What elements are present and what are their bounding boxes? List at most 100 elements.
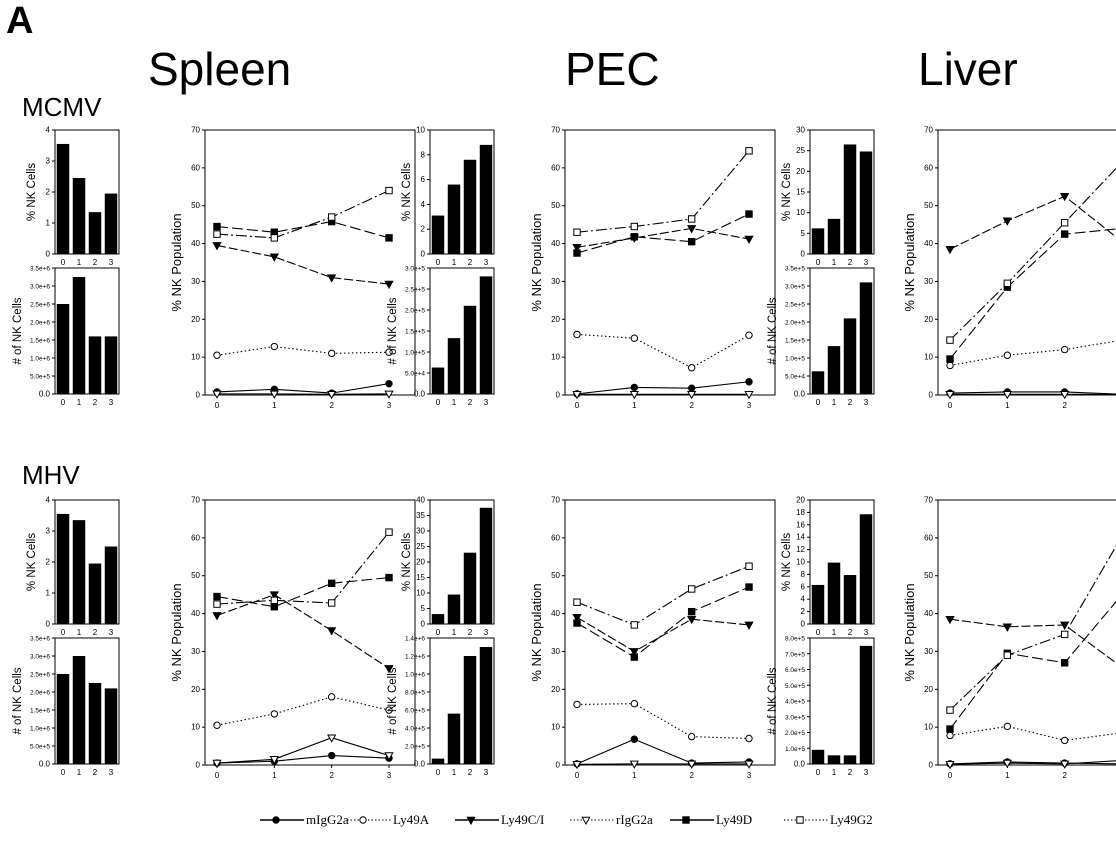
mcmv-spleen-pop-series-ly49g2 <box>216 190 390 239</box>
mcmv-pec-num-xtick-label: 0 <box>436 398 441 407</box>
mcmv-pec-pop-point <box>745 147 753 155</box>
mcmv-spleen-num-frame <box>54 267 120 395</box>
mcmv-pec-pop-ytick-label: 30 <box>551 277 560 286</box>
mcmv-spleen-pct-xtick-label: 3 <box>109 258 114 267</box>
mhv-spleen-pop-ytick-label: 40 <box>191 609 200 618</box>
mcmv-pec-pop-point <box>629 390 639 400</box>
mhv-spleen-num-ytick-label: 5.0e+5 <box>30 744 50 751</box>
mcmv-pec-num-xtick-label: 3 <box>484 398 489 407</box>
mcmv-spleen-pct-ytick-label: 3 <box>46 157 51 166</box>
legend-label: rIgG2a <box>616 812 653 827</box>
mhv-pec-pct-bar <box>431 614 445 624</box>
mhv-liver-pct-ytick-label: 10 <box>796 558 805 567</box>
mhv-liver-pop-point <box>945 615 955 625</box>
mcmv-pec-num-ytick-label: 1.5e+5 <box>405 329 425 336</box>
mcmv-spleen-pct-xtick-label: 1 <box>77 258 82 267</box>
mhv-liver-num-ytick-label: 7.0e+5 <box>785 651 805 658</box>
mcmv-liver-num-ytick-label: 3.5e+5 <box>785 266 805 273</box>
mcmv-liver-pop-ylabel: % NK Population <box>902 213 917 311</box>
mcmv-liver-num-ylabel: # of NK Cells <box>767 297 779 364</box>
mcmv-spleen-pct-bar <box>88 212 102 254</box>
mhv-liver-pct-bar <box>859 514 873 624</box>
legend-marker <box>272 816 280 824</box>
mhv-liver-pct-ytick-label: 6 <box>801 582 806 591</box>
mhv-pec-pct-bar <box>463 552 477 624</box>
mcmv-spleen-pop-xtick-label: 0 <box>215 401 220 410</box>
mcmv-spleen-pop-point <box>385 234 393 242</box>
mhv-pec-num-xtick-label: 0 <box>436 768 441 777</box>
mcmv-pec-pct-ytick-label: 2 <box>421 225 426 234</box>
mcmv-spleen-pop-point <box>269 390 279 399</box>
mhv-pec-pop-frame <box>564 499 776 766</box>
mhv-spleen-pct-xtick-label: 2 <box>93 628 98 637</box>
mcmv-liver-pop-xtick-label: 1 <box>1005 401 1010 410</box>
mhv-pec-num-ytick-label: 2.0e+5 <box>405 744 425 751</box>
mcmv-pec-pop-ylabel: % NK Population <box>529 213 544 311</box>
mhv-spleen-pop-frame <box>204 499 416 766</box>
mhv-spleen-pop-chart: 0 10 20 30 40 50 60 70 % NK Population 0 1 2 3 <box>169 496 416 780</box>
mhv-pec-pop-point <box>629 648 639 657</box>
mcmv-liver-num-bar <box>843 318 857 394</box>
mhv-liver-pop-ytick-label: 60 <box>924 533 933 542</box>
mhv-pec-pop-point <box>745 562 753 570</box>
mcmv-liver-pop-point <box>1060 192 1070 202</box>
mcmv-pec-num-bar <box>431 367 445 394</box>
mcmv-liver-num-frame <box>809 267 875 395</box>
mhv-pec-pop-point <box>629 760 639 769</box>
mcmv-pec-pop-ytick-label: 50 <box>551 201 560 210</box>
mhv-spleen-num-ylabel: # of NK Cells <box>12 667 24 734</box>
mhv-spleen-num-xtick-label: 0 <box>61 768 66 777</box>
mhv-pec-pop-point <box>745 583 753 591</box>
mcmv-pec-pop-ytick-label: 20 <box>551 315 560 324</box>
mcmv-spleen-num-ytick-label: 2.0e+6 <box>30 320 50 327</box>
mhv-liver-pop-xtick-label: 1 <box>1005 771 1010 780</box>
mcmv-pec-pop-point <box>744 390 754 400</box>
row-label-mcmv: MCMV <box>22 92 102 122</box>
mcmv-pec-pop-point <box>687 390 697 400</box>
mhv-liver-pct-xtick-label: 3 <box>864 628 869 637</box>
mhv-liver-pct-ytick-label: 20 <box>796 496 805 505</box>
legend-label: Ly49A <box>393 812 430 827</box>
mhv-spleen-pop-series-rigg2a <box>216 737 390 764</box>
mhv-liver-pop-series-ly49a <box>949 725 1116 741</box>
mcmv-spleen-num-bar <box>88 336 102 394</box>
legend-label: Ly49C/I <box>501 812 545 827</box>
mhv-liver-pop-ytick-label: 20 <box>924 685 933 694</box>
mhv-liver-pop-ytick-label: 50 <box>924 571 933 580</box>
mcmv-spleen-num-xtick-label: 2 <box>93 398 98 407</box>
mhv-spleen-num-xtick-label: 3 <box>109 768 114 777</box>
mhv-spleen-pop-series-migg2a <box>216 754 390 764</box>
mhv-pec-num-bar <box>447 713 461 764</box>
mcmv-spleen-pop-point <box>327 213 336 221</box>
mhv-spleen-pct-ytick-label: 4 <box>46 496 51 505</box>
mhv-pec-pct-xtick-label: 1 <box>452 628 457 637</box>
mcmv-pec-num-chart: 0.0 5.0e+4 1.0e+5 1.5e+5 2.0e+5 2.5e+5 3.0e+5 #… <box>387 266 495 407</box>
mcmv-pec-pop-point <box>687 384 696 392</box>
mhv-spleen-pop-point <box>212 612 222 621</box>
mhv-spleen-pct-ytick-label: 0 <box>46 620 51 629</box>
mcmv-liver-num-bar <box>827 346 841 394</box>
mcmv-liver-pop-point <box>946 336 954 344</box>
mhv-spleen-num-xtick-label: 2 <box>93 768 98 777</box>
mcmv-spleen-pop-point <box>212 390 222 399</box>
mcmv-liver-num-bar <box>859 282 873 394</box>
mcmv-pec-pct-frame <box>429 129 495 255</box>
mhv-pec-pop-point <box>573 700 581 709</box>
mcmv-liver-pct-ytick-label: 20 <box>796 167 805 176</box>
mcmv-pec-pct-bar <box>431 215 445 254</box>
mcmv-pec-num-bar <box>479 276 493 394</box>
mcmv-pec-num-ytick-label: 2.5e+5 <box>405 287 425 294</box>
mcmv-pec-num-ytick-label: 0.0 <box>414 390 426 399</box>
mhv-liver-pop-ytick-label: 70 <box>924 496 933 505</box>
mhv-spleen-pct-bar <box>104 546 118 624</box>
mhv-liver-pct-ytick-label: 8 <box>801 570 806 579</box>
mhv-pec-pct-ytick-label: 5 <box>421 604 426 613</box>
mcmv-liver-pop-ytick-label: 40 <box>924 239 933 248</box>
mcmv-pec-pop-point <box>630 222 639 231</box>
mhv-liver-num-xtick-label: 1 <box>832 768 837 777</box>
mhv-liver-num-ytick-label: 6.0e+5 <box>785 667 805 674</box>
column-title-spleen: Spleen <box>148 43 292 95</box>
mhv-pec-pop-series-migg2a <box>576 738 750 765</box>
mhv-liver-pop-series-migg2a <box>949 761 1116 765</box>
